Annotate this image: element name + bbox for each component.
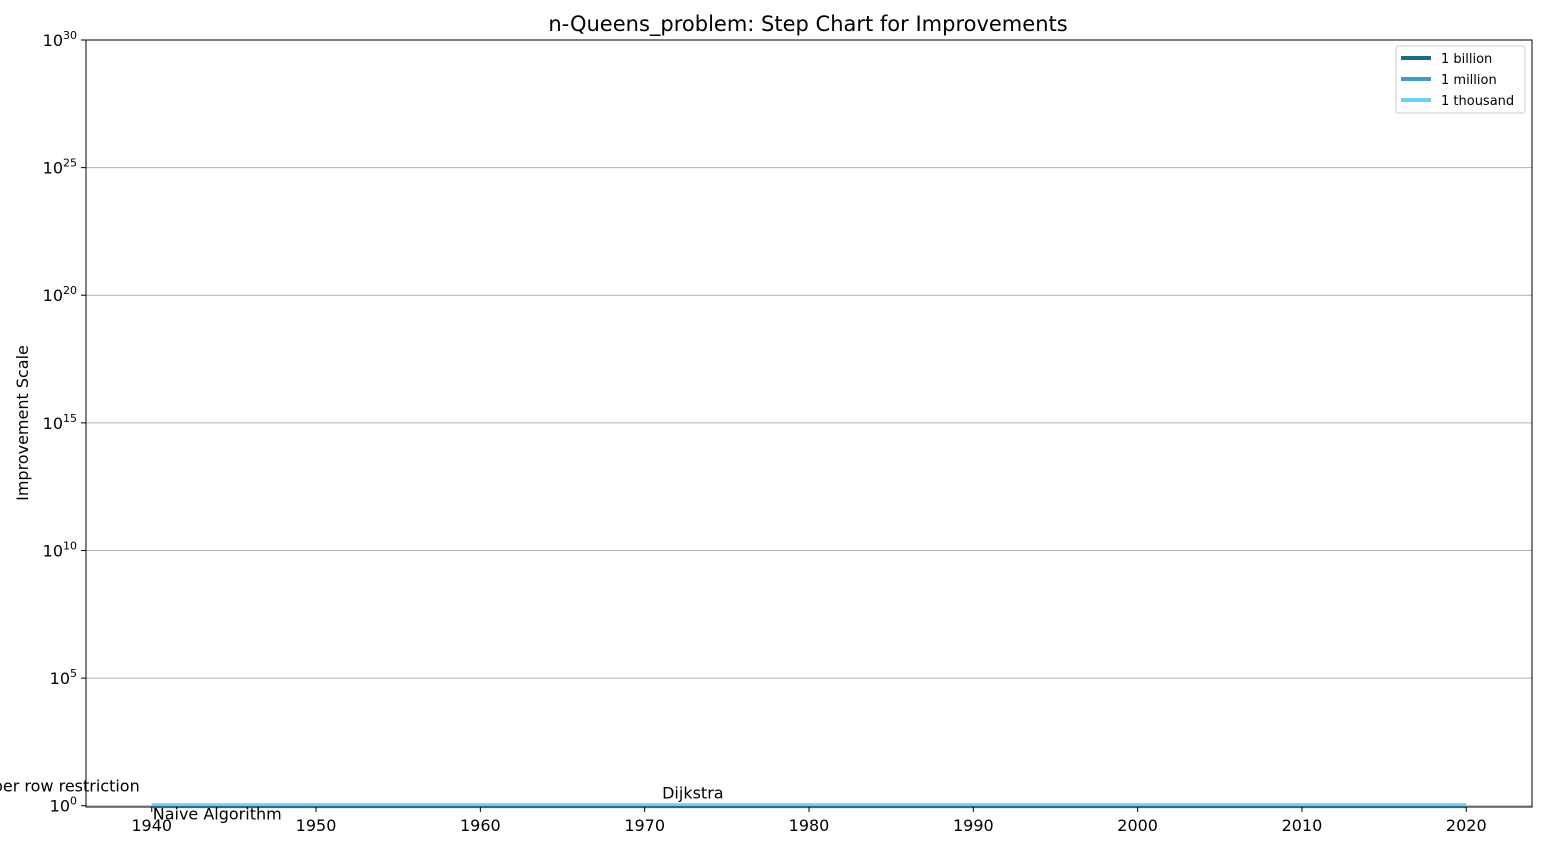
legend-box [1395,45,1526,114]
y-tick-label: 1015 [43,412,77,433]
x-tick-label: 1990 [953,816,994,835]
annotation-label: Dijkstra [662,784,723,803]
series-point [1465,805,1467,807]
y-tick-label: 1010 [43,539,77,560]
y-tick-label: 1025 [43,157,77,178]
y-tick-label: 100 [50,795,77,816]
legend: 1 billion 1 million 1 thousand [1395,45,1526,114]
x-tick-label: 1950 [296,816,337,835]
y-axis-label: Improvement Scale [13,345,32,501]
x-tick-label: 2000 [1117,816,1158,835]
legend-label: 1 billion [1441,52,1492,67]
annotation-label: One queen per row restriction [0,777,140,796]
x-tick-label: 2020 [1446,816,1487,835]
x-tick-label: 1940 [131,816,172,835]
x-tick-label: 1980 [789,816,830,835]
y-tick-label: 1020 [43,284,77,305]
x-tick-label: 1970 [624,816,665,835]
legend-label: 1 thousand [1441,94,1514,109]
series-point [151,805,153,807]
chart-title: n-Queens_problem: Step Chart for Improve… [548,12,1067,37]
annotation-label: Naive Algorithm [153,805,282,824]
y-tick-label: 1030 [43,29,77,50]
legend-label: 1 million [1441,73,1497,88]
y-tick-label: 105 [50,667,77,688]
x-tick-label: 2010 [1282,816,1323,835]
x-tick-label: 1960 [460,816,501,835]
